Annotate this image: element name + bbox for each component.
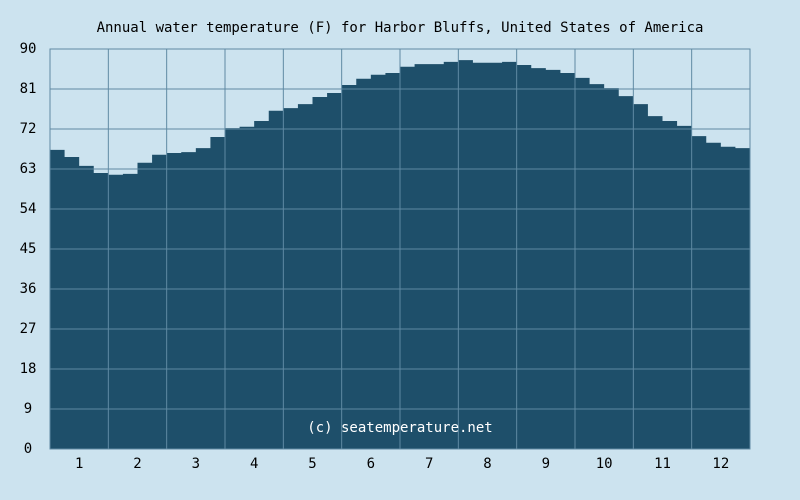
y-tick-label: 81 xyxy=(20,81,37,97)
y-tick-label: 63 xyxy=(20,161,37,177)
x-tick-label: 11 xyxy=(654,456,671,472)
y-tick-label: 27 xyxy=(20,321,37,337)
y-tick-label: 9 xyxy=(24,401,32,417)
x-tick-label: 3 xyxy=(192,456,200,472)
y-tick-label: 54 xyxy=(20,201,37,217)
x-tick-label: 7 xyxy=(425,456,433,472)
y-tick-label: 45 xyxy=(20,241,37,257)
chart-title: Annual water temperature (F) for Harbor … xyxy=(97,20,704,36)
y-tick-label: 90 xyxy=(20,41,37,57)
x-tick-label: 12 xyxy=(712,456,729,472)
y-tick-label: 18 xyxy=(20,361,37,377)
plot-border xyxy=(49,48,751,450)
x-tick-label: 6 xyxy=(367,456,375,472)
x-tick-label: 5 xyxy=(308,456,316,472)
watermark: (c) seatemperature.net xyxy=(307,420,492,436)
x-tick-label: 2 xyxy=(133,456,141,472)
y-tick-label: 36 xyxy=(20,281,37,297)
x-tick-label: 10 xyxy=(596,456,613,472)
x-tick-label: 8 xyxy=(483,456,491,472)
x-tick-label: 4 xyxy=(250,456,258,472)
y-tick-label: 0 xyxy=(24,441,32,457)
x-tick-label: 9 xyxy=(542,456,550,472)
x-tick-label: 1 xyxy=(75,456,83,472)
y-tick-label: 72 xyxy=(20,121,37,137)
